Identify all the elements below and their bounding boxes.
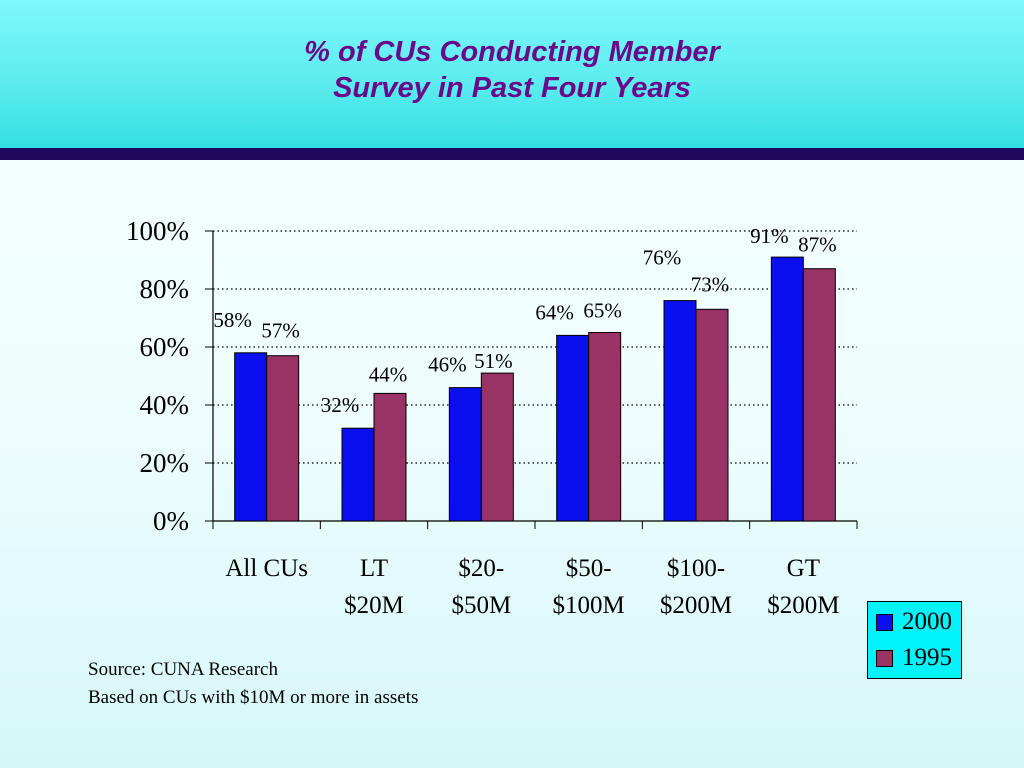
x-category-label: GT	[787, 555, 820, 582]
legend-item-1995: 1995	[876, 643, 952, 673]
bar-2000-3	[556, 334, 590, 522]
bar-1995-1	[373, 392, 407, 522]
data-label-2000-3: 64%	[535, 300, 574, 324]
bar-1995-5	[802, 268, 836, 522]
x-category-label: $50M	[451, 592, 511, 619]
data-label-1995-4: 73%	[691, 272, 730, 296]
bar-2000-2	[448, 387, 482, 522]
x-category-label: All CUs	[225, 555, 308, 582]
y-tick-label: 0%	[153, 506, 189, 536]
data-label-1995-5: 87%	[798, 233, 837, 257]
y-tick-label: 80%	[140, 274, 190, 304]
title-line-2: Survey in Past Four Years	[333, 72, 691, 104]
data-label-1995-1: 44%	[369, 362, 408, 386]
data-label-1995-3: 65%	[583, 299, 622, 323]
data-label-1995-0: 57%	[261, 319, 300, 343]
legend-swatch-2000	[876, 613, 893, 631]
y-tick-label: 100%	[126, 216, 189, 246]
legend-swatch-1995	[876, 649, 893, 667]
page-title: % of CUs Conducting Member Survey in Pas…	[0, 34, 1024, 106]
data-label-2000-2: 46%	[428, 353, 467, 377]
legend-label-1995: 1995	[902, 644, 952, 671]
bar-1995-3	[588, 332, 622, 522]
data-label-2000-1: 32%	[321, 393, 360, 417]
data-label-2000-5: 91%	[750, 224, 789, 248]
x-category-label: LT	[360, 555, 388, 582]
x-category-label: $100-	[667, 555, 725, 582]
title-line-1: % of CUs Conducting Member	[304, 36, 720, 68]
x-category-label: $200M	[660, 592, 732, 619]
bar-2000-5	[770, 256, 804, 522]
source-line-1: Source: CUNA Research	[88, 659, 278, 680]
x-category-label: $20M	[344, 592, 404, 619]
bar-2000-4	[663, 300, 697, 522]
chart-legend: 2000 1995	[867, 601, 962, 679]
y-tick-label: 60%	[140, 332, 190, 362]
bar-2000-1	[341, 427, 375, 522]
legend-label-2000: 2000	[902, 608, 952, 635]
bar-1995-2	[480, 372, 514, 522]
source-line-2: Based on CUs with $10M or more in assets	[88, 687, 419, 708]
header-divider	[0, 148, 1024, 160]
x-category-label: $200M	[767, 592, 839, 619]
y-tick-label: 40%	[140, 390, 190, 420]
x-category-label: $100M	[553, 592, 625, 619]
data-label-2000-0: 58%	[213, 308, 252, 332]
data-label-1995-2: 51%	[474, 349, 513, 373]
data-label-2000-4: 76%	[643, 246, 682, 270]
source-note: Source: CUNA Research Based on CUs with …	[88, 656, 418, 712]
x-category-label: $20-	[458, 555, 504, 582]
header-band	[0, 0, 1024, 148]
bar-1995-0	[266, 355, 300, 522]
y-tick-label: 20%	[140, 448, 190, 478]
bar-1995-4	[695, 308, 729, 522]
bar-2000-0	[234, 352, 268, 522]
x-category-label: $50-	[566, 555, 612, 582]
legend-item-2000: 2000	[876, 607, 952, 637]
